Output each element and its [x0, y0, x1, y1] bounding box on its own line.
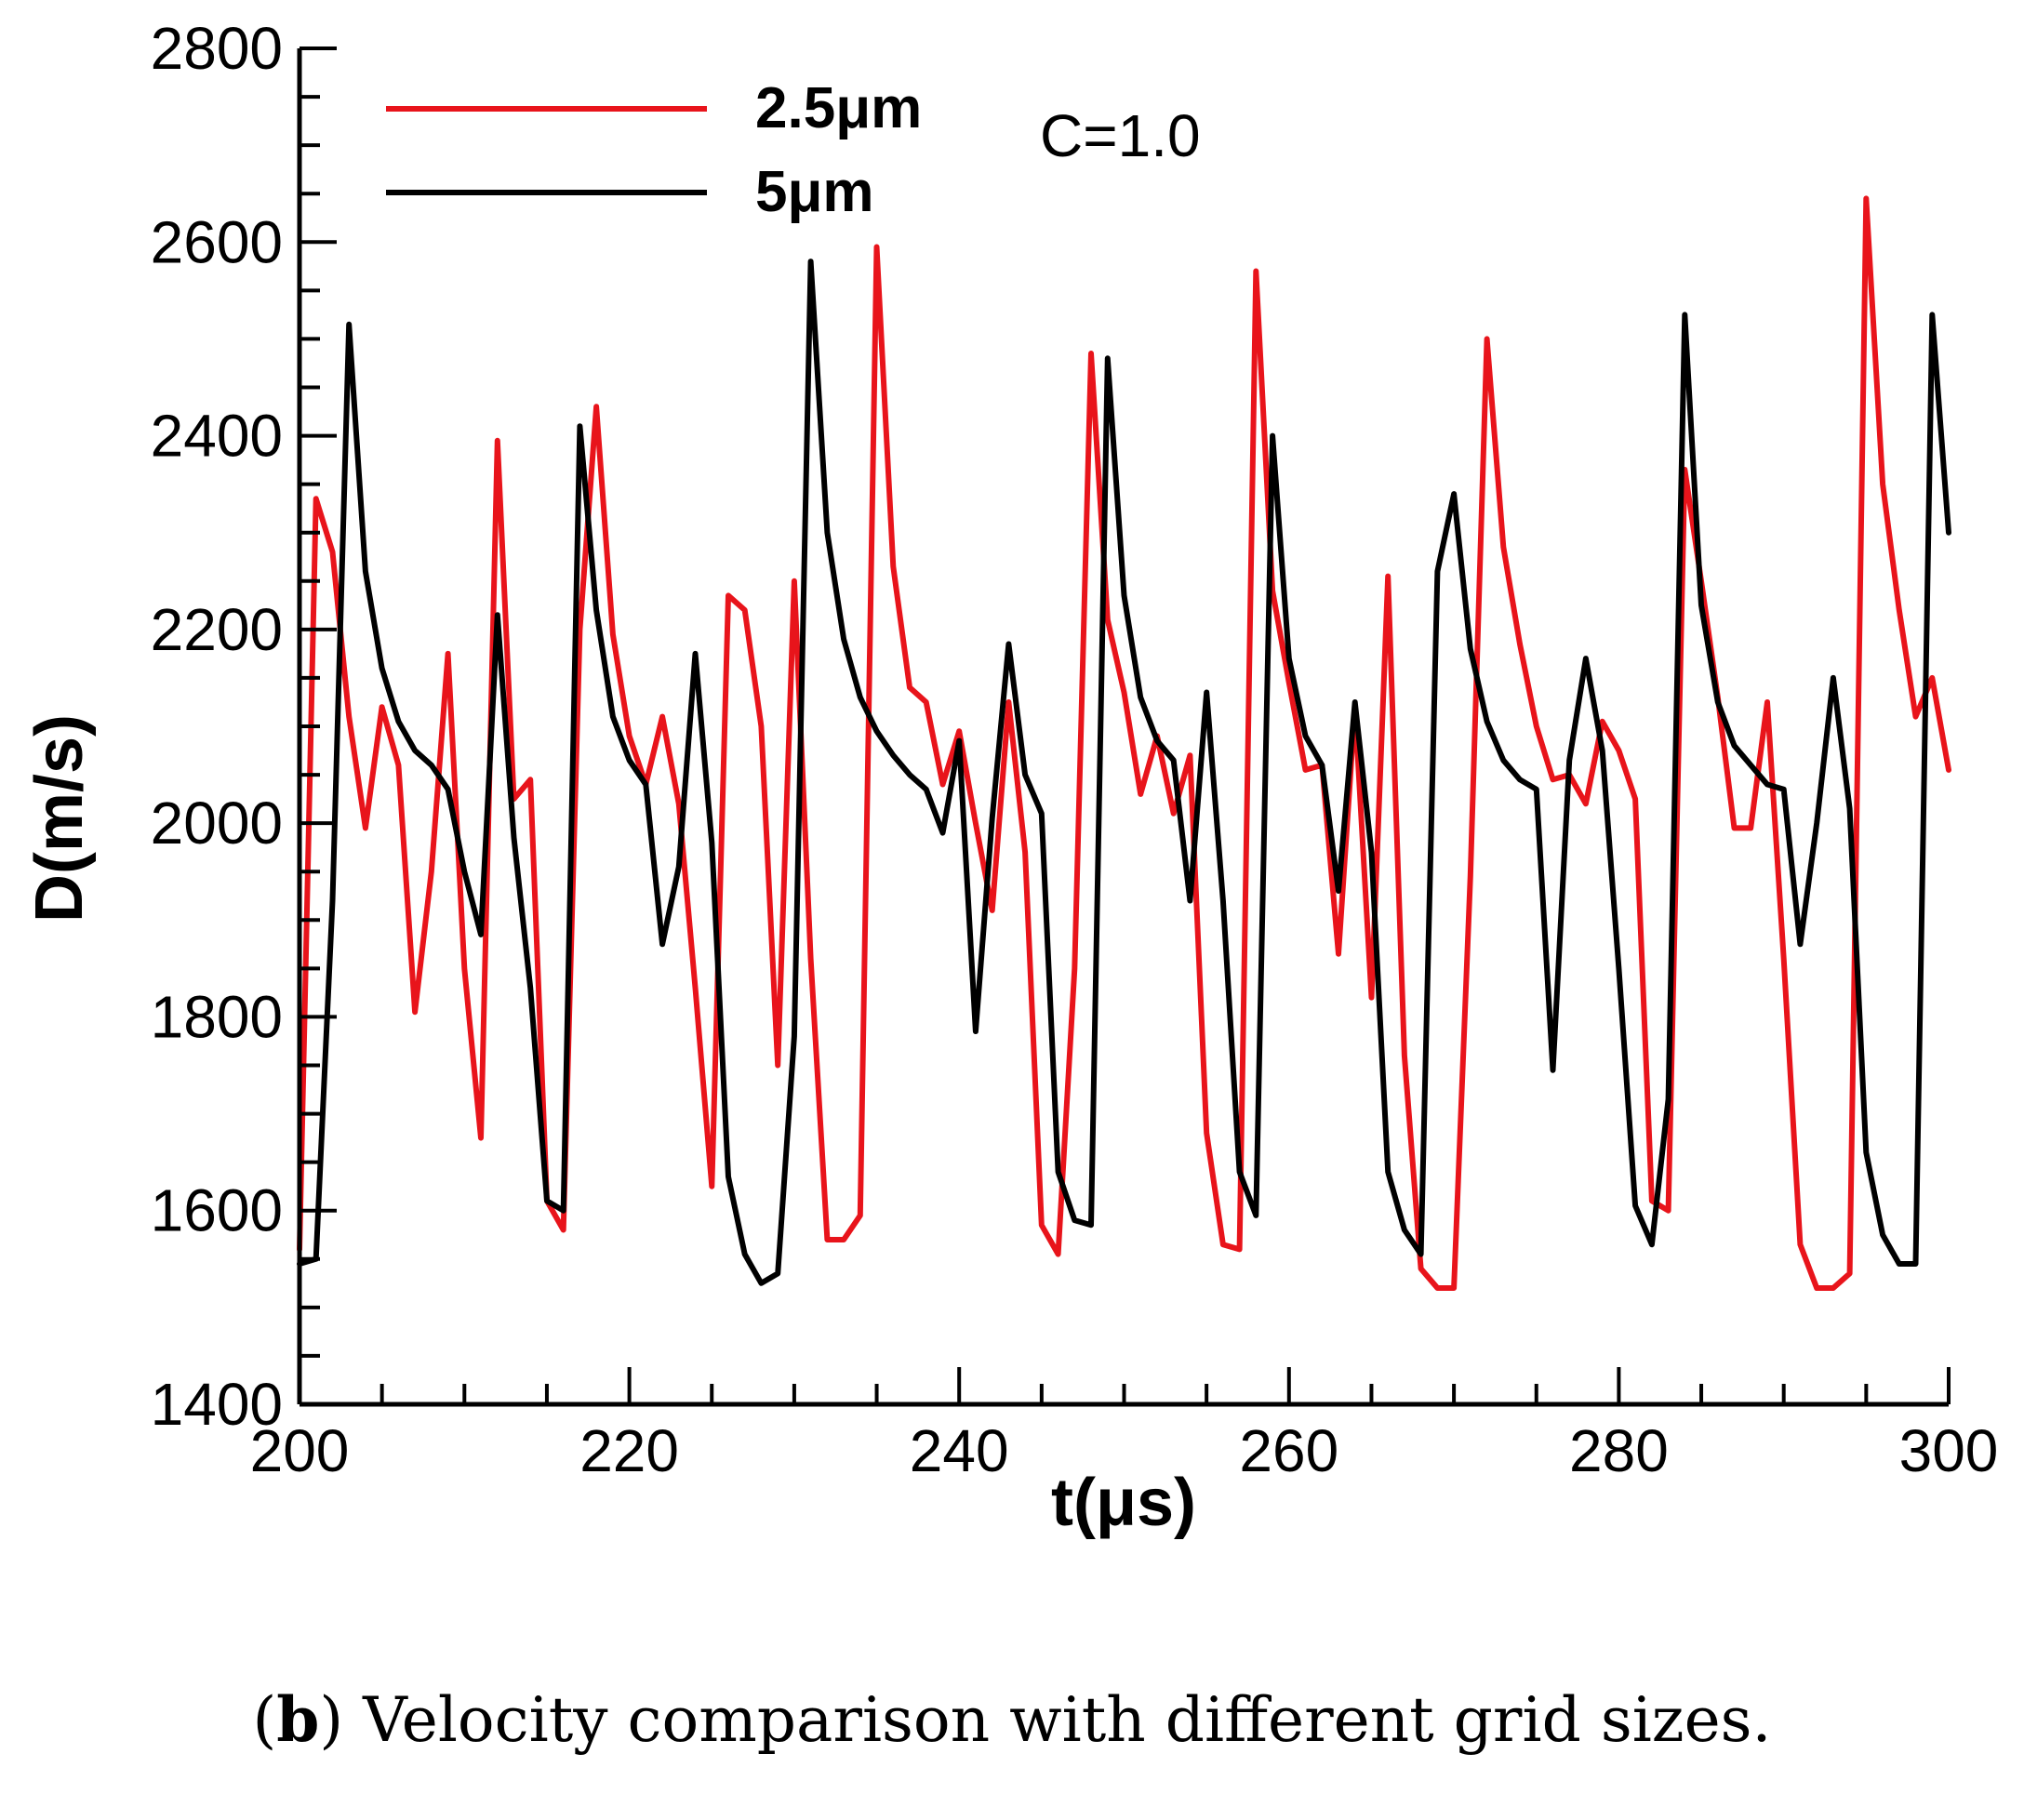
y-tick-label: 1600 — [151, 1177, 283, 1244]
tick-labels: 1400 1600 1800 2000 2200 2400 2600 2800 200 220 24… — [151, 15, 1999, 1484]
y-tick-label: 2600 — [151, 208, 283, 275]
y-tick-label: 2000 — [151, 790, 283, 857]
x-tick-label: 280 — [1569, 1417, 1669, 1484]
y-tick-label: 2400 — [151, 403, 283, 470]
axes — [297, 46, 1951, 1407]
x-tick-label: 200 — [250, 1417, 350, 1484]
figure-caption: (b) Velocity comparison with different g… — [252, 1683, 1772, 1756]
legend: 2.5μm 5μm — [386, 76, 922, 224]
plot-lines — [297, 195, 1951, 1291]
caption-text: Velocity comparison with different grid … — [343, 1684, 1772, 1756]
y-tick-label: 2200 — [151, 596, 283, 663]
y-axis-title: D(m/s) — [22, 714, 97, 923]
legend-label-red: 2.5μm — [755, 76, 922, 140]
series-line-red — [297, 195, 1951, 1291]
annotation-c: C=1.0 — [1040, 102, 1201, 169]
x-axis-title: t(μs) — [1051, 1466, 1196, 1540]
y-tick-label: 1400 — [151, 1371, 283, 1438]
legend-label-black: 5μm — [755, 160, 874, 224]
x-tick-label: 260 — [1239, 1417, 1338, 1484]
x-tick-label: 300 — [1899, 1417, 1999, 1484]
series-line-black — [297, 259, 1951, 1286]
x-tick-label: 220 — [579, 1417, 679, 1484]
y-tick-label: 2800 — [151, 15, 283, 82]
y-tick-label: 1800 — [151, 983, 283, 1050]
caption-label: b — [276, 1683, 320, 1756]
x-tick-label: 240 — [910, 1417, 1009, 1484]
